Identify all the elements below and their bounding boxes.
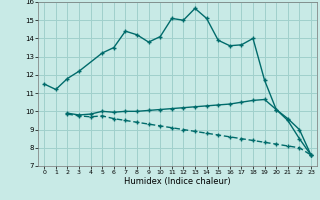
X-axis label: Humidex (Indice chaleur): Humidex (Indice chaleur) [124,177,231,186]
